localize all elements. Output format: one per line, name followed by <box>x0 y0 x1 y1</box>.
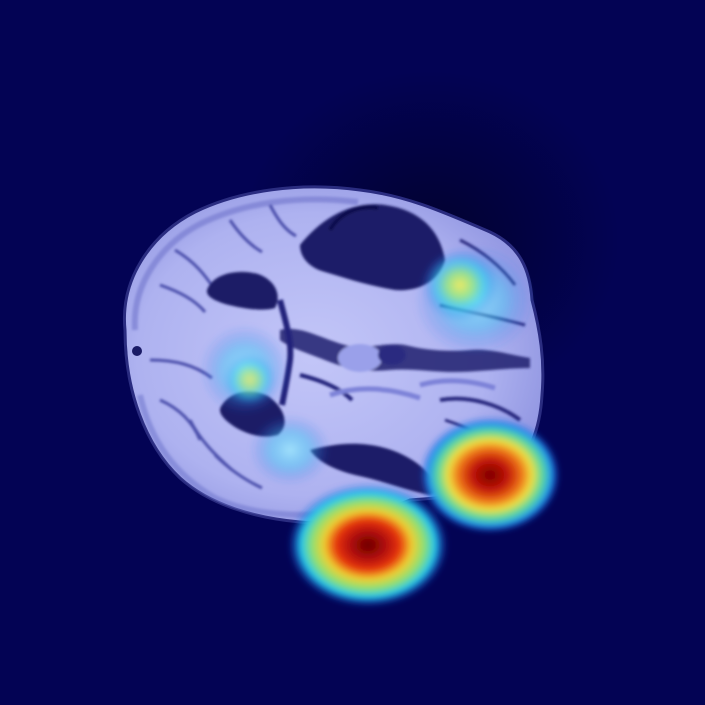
heat-spot-left-low <box>250 415 330 485</box>
heat-spot-lower-right <box>420 417 560 533</box>
heat-spot-right-upper <box>422 249 498 321</box>
heat-spot-lower-center <box>288 483 448 607</box>
heatmap-overlay <box>200 245 560 607</box>
heat-spot-left-warm <box>224 354 276 406</box>
